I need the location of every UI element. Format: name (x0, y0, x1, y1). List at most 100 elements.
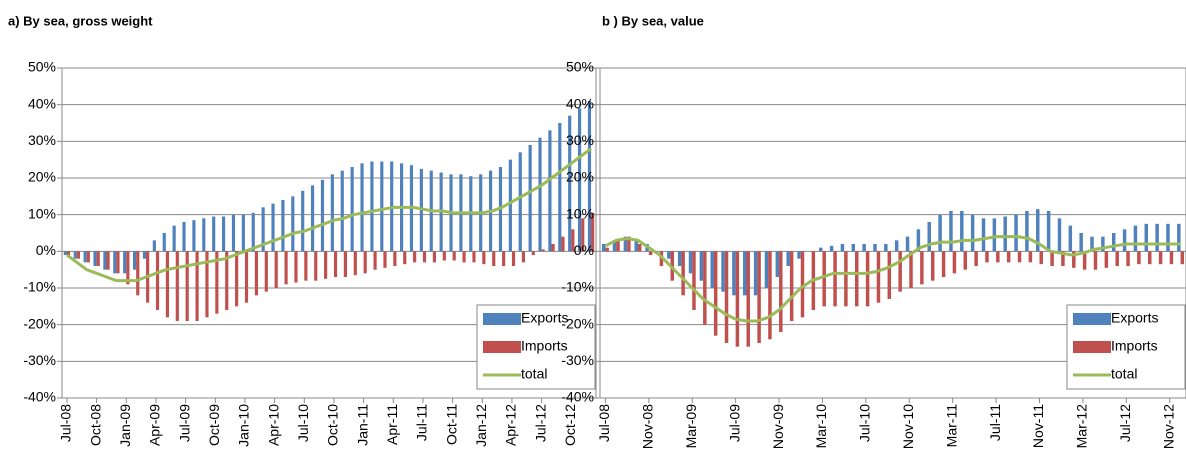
y-tick-label: -10% (23, 279, 56, 295)
bar (1006, 251, 1011, 263)
bar (106, 251, 110, 270)
bar (162, 233, 166, 252)
bar (231, 214, 236, 252)
x-tick-label: Mar-11 (943, 404, 959, 448)
bar (887, 251, 892, 299)
bar (73, 251, 77, 259)
bar (63, 251, 67, 255)
legend-label: Exports (521, 310, 568, 326)
legend-swatch (483, 313, 521, 325)
bar (1057, 218, 1062, 252)
bar (422, 251, 427, 263)
bar (905, 236, 910, 252)
bar (518, 152, 522, 252)
y-tick-label: 0% (574, 242, 594, 258)
y-tick-label: 10% (566, 205, 594, 221)
bar (1082, 251, 1087, 270)
bar (1090, 236, 1094, 252)
bar (941, 251, 946, 277)
bar (930, 251, 935, 281)
bar (182, 222, 186, 252)
bar (508, 159, 512, 252)
x-tick-label: Oct-10 (325, 404, 341, 446)
bar (764, 251, 769, 288)
bar (833, 251, 837, 307)
x-tick-label: Jan-12 (473, 404, 489, 447)
bar (601, 244, 606, 252)
chart-title: b ) By sea, value (602, 13, 704, 28)
bar (862, 244, 866, 252)
x-tick-label: Jul-08 (58, 404, 74, 442)
bar (1079, 233, 1083, 252)
bar (502, 251, 506, 266)
bar (462, 251, 466, 263)
y-tick-label: 40% (28, 95, 56, 111)
x-tick-label: Apr-11 (384, 404, 400, 445)
bar (1122, 229, 1127, 252)
bar (271, 203, 275, 252)
bar (851, 244, 856, 252)
legend-label: Imports (1111, 338, 1158, 354)
y-tick-label: 10% (28, 205, 56, 221)
bar (818, 247, 823, 252)
x-tick-label: Jul-12 (532, 404, 548, 442)
bar (261, 207, 265, 252)
bar (840, 244, 845, 252)
bar (320, 179, 325, 252)
x-tick-label: Nov-08 (640, 404, 656, 449)
bar (587, 101, 592, 252)
bar (591, 212, 595, 252)
bar (86, 251, 90, 263)
bar (970, 214, 975, 252)
bar (884, 244, 888, 252)
x-tick-label: Oct-11 (443, 404, 459, 445)
y-tick-label: 20% (28, 169, 56, 185)
bar (1137, 251, 1141, 265)
bar (612, 240, 617, 252)
bar (1115, 251, 1119, 266)
bar (472, 251, 476, 263)
x-tick-label: Jul-09 (726, 404, 742, 442)
bar (996, 251, 1000, 263)
x-tick-label: Jan-11 (354, 404, 370, 446)
chart-panel: a) By sea, gross weight -40% -30% -20% -10% 0… (8, 13, 597, 447)
bar (699, 251, 704, 281)
bar (251, 212, 255, 252)
y-tick-label: -30% (23, 352, 56, 368)
x-tick-label: Apr-10 (265, 404, 281, 446)
bar (175, 251, 179, 321)
bar (96, 251, 100, 266)
bar (413, 251, 417, 263)
bar (215, 251, 219, 314)
bar (1028, 251, 1033, 263)
bar (623, 236, 628, 252)
legend-swatch (1073, 341, 1111, 353)
bar (1101, 236, 1105, 252)
legend-label: total (1111, 366, 1137, 382)
bar (1061, 251, 1065, 266)
bar (753, 251, 758, 296)
bar (264, 251, 268, 292)
bar (304, 251, 308, 281)
y-tick-label: 30% (566, 132, 594, 148)
bar (452, 251, 456, 261)
x-tick-label: Nov-11 (1030, 404, 1046, 448)
y-tick-label: -30% (561, 352, 594, 368)
x-tick-label: Jul-11 (987, 404, 1003, 441)
bar (205, 251, 209, 318)
bar (992, 218, 997, 252)
bar (938, 214, 942, 252)
bar (482, 251, 486, 265)
bar (133, 251, 137, 270)
bar (340, 170, 344, 252)
bar (713, 251, 718, 336)
bar (136, 251, 140, 296)
bar (116, 251, 120, 274)
x-tick-label: Jul-11 (414, 404, 430, 441)
x-tick-label: Nov-09 (770, 404, 786, 449)
bar (605, 247, 609, 252)
y-tick-label: 40% (566, 95, 594, 111)
bar (581, 218, 585, 252)
bar (548, 130, 552, 252)
bar (578, 108, 582, 252)
